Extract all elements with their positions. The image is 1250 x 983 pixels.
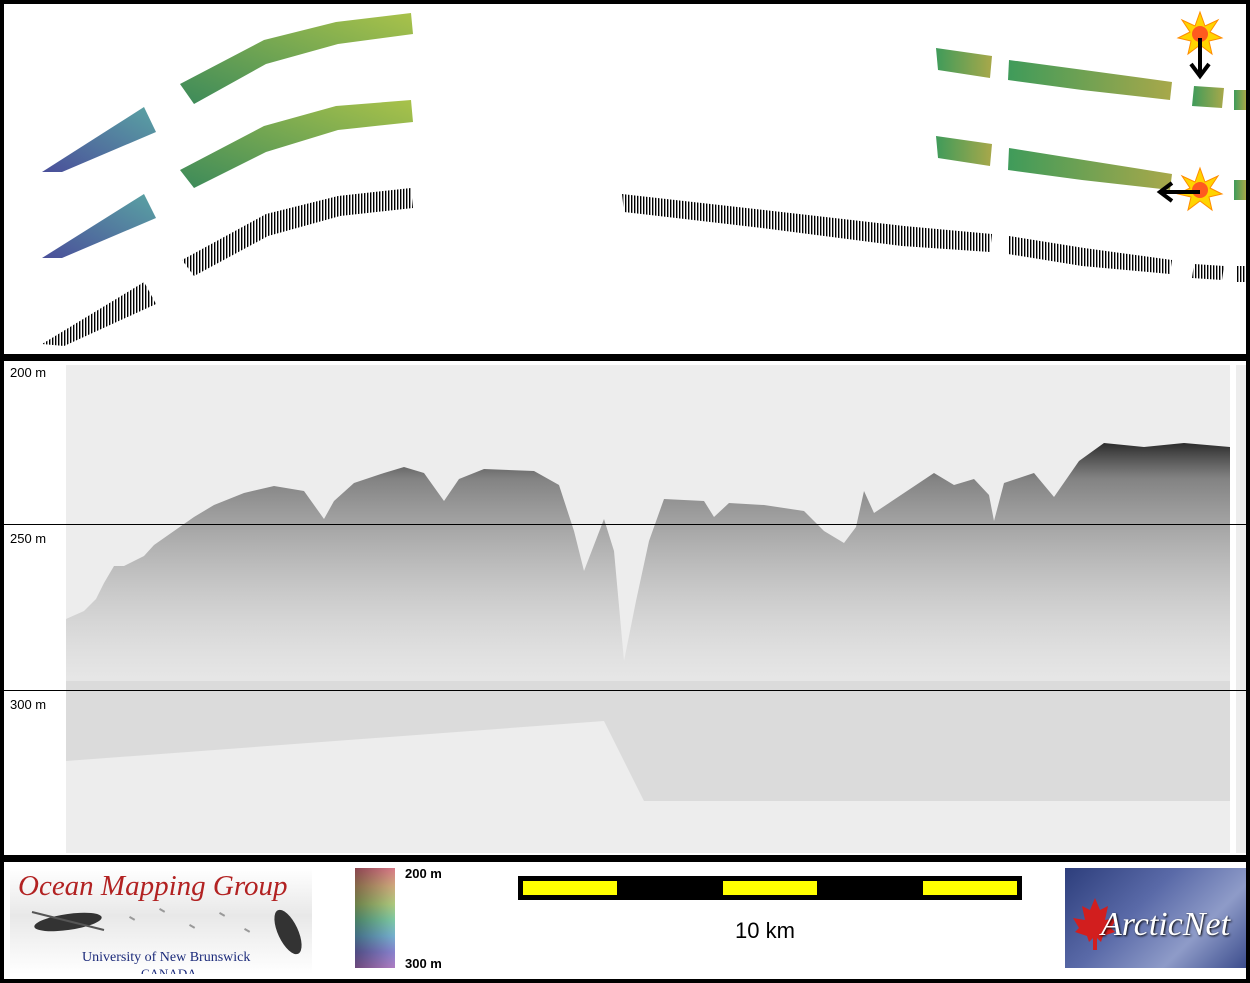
swath-strip — [1192, 86, 1224, 108]
footer-panel: Ocean Mapping Group University of New Br… — [4, 862, 1246, 979]
depth-label-250: 250 m — [10, 531, 47, 546]
depth-gridline — [4, 524, 1246, 525]
swath-strip — [182, 188, 413, 276]
logo-title: Ocean Mapping Group — [18, 870, 288, 902]
depth-label-300: 300 m — [10, 697, 47, 712]
partner-logo-text: ArcticNet — [1101, 906, 1231, 943]
sun-icon — [1176, 166, 1224, 212]
sonar-fish-icon — [31, 908, 302, 955]
scale-bar — [518, 876, 1022, 900]
swath-strip — [1008, 148, 1172, 190]
swath-strip — [42, 194, 156, 258]
ocean-mapping-group-logo: Ocean Mapping Group University of New Br… — [10, 868, 312, 974]
swath-strip — [1008, 60, 1172, 100]
maple-leaf-icon — [1073, 898, 1117, 950]
scale-label: 10 km — [735, 918, 795, 943]
arrow-left-icon — [1156, 181, 1200, 203]
depth-colorbar — [355, 868, 395, 968]
logo-country: CANADA — [141, 966, 197, 974]
swath-strip — [1008, 236, 1172, 274]
swath-strip — [1234, 90, 1246, 110]
profile-panel: 200 m 250 m 300 m — [4, 361, 1246, 855]
scale-segment — [523, 881, 617, 895]
swath-strip — [936, 136, 992, 166]
scale-segment — [723, 881, 817, 895]
swath-strip — [936, 48, 992, 78]
swath-map — [42, 10, 1246, 346]
colorbar-top-label: 200 m — [405, 866, 442, 881]
map-panel — [4, 4, 1246, 354]
swath-strip — [1234, 180, 1246, 200]
depth-gridline — [4, 690, 1246, 691]
swath-strip — [1192, 264, 1224, 280]
depth-label-200: 200 m — [10, 365, 47, 380]
sub-bottom-profile — [66, 365, 1246, 853]
swath-strip — [180, 13, 413, 104]
arcticnet-logo: ArcticNet — [1065, 868, 1246, 968]
swath-strip — [1236, 266, 1246, 282]
swath-strip — [180, 100, 413, 188]
swath-strip — [42, 107, 156, 172]
seafloor-fade — [66, 681, 1230, 801]
arrow-down-icon — [1189, 38, 1211, 80]
swath-strip — [42, 282, 156, 346]
swath-strip — [622, 194, 992, 252]
seafloor-reflector — [66, 443, 1230, 681]
colorbar-bottom-label: 300 m — [405, 956, 442, 971]
logo-university: University of New Brunswick — [82, 950, 251, 965]
scale-segment — [923, 881, 1017, 895]
